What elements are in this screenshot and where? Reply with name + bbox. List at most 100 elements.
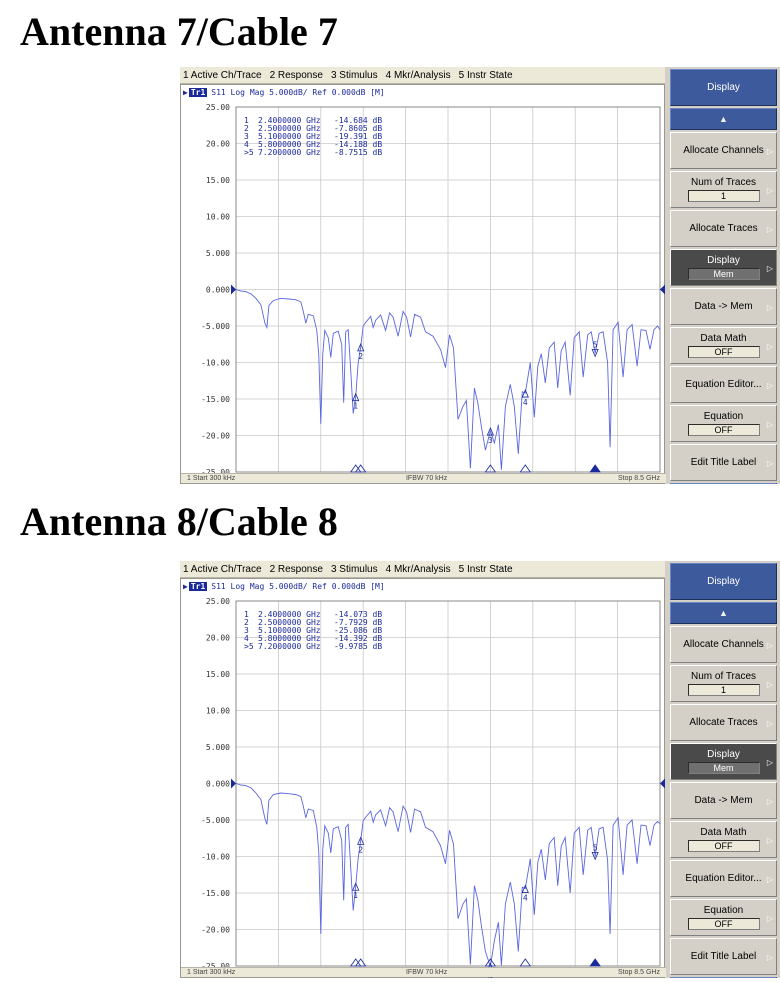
y-tick-label: 10.00 (206, 707, 230, 716)
marker-table-label: 4 (244, 634, 249, 643)
marker-point[interactable] (357, 342, 365, 352)
plot-area[interactable]: 25.00 20.00 15.00 10.00 5.000 0.000 -5.000 -10.… (180, 578, 666, 978)
marker-triangle-icon[interactable] (349, 464, 362, 473)
marker-table-label: 2 (244, 124, 249, 133)
marker-triangle-icon[interactable] (589, 958, 601, 967)
marker-triangle-icon[interactable] (354, 464, 367, 473)
softkey-value: OFF (687, 840, 760, 852)
softkey-label: Equation (703, 905, 744, 916)
chevron-right-icon: ▷ (766, 341, 773, 351)
scroll-down-icon[interactable]: ▼ (670, 483, 777, 484)
softkey-edit-title-label[interactable]: Edit Title Label ▷ (670, 938, 777, 975)
menu-active-ch-trace[interactable]: 1 Active Ch/Trace (183, 563, 262, 575)
softkey-display[interactable]: Display Mem ▷ (670, 249, 777, 286)
menu-stimulus[interactable]: 3 Stimulus (330, 563, 378, 575)
marker-table-label: 2 (244, 618, 249, 627)
chart-svg: 25.00 20.00 15.00 10.00 5.000 0.000 -5.000 -10.… (201, 103, 665, 477)
softkey-label: Edit Title Label (690, 950, 757, 962)
chevron-right-icon: ▷ (766, 419, 773, 429)
softkey-num-of-traces[interactable]: Num of Traces 1 ▷ (670, 665, 777, 702)
menu-stimulus[interactable]: 3 Stimulus (330, 69, 378, 81)
softkey-label: Num of Traces (690, 671, 757, 682)
marker-point[interactable] (357, 836, 365, 845)
softkey-num-of-traces[interactable]: Num of Traces 1 ▷ (670, 171, 777, 208)
marker-label: 3 (488, 436, 493, 445)
marker-point[interactable] (521, 389, 529, 398)
marker-table-value: -14.073 dB (334, 610, 382, 619)
marker-triangle-icon[interactable] (349, 958, 362, 967)
softkey-edit-title-label[interactable]: Edit Title Label ▷ (670, 444, 777, 481)
marker-table-freq: 7.2000000 GHz (258, 148, 321, 157)
start-freq: 1 Start 300 kHz (187, 969, 236, 976)
marker-label: 2 (358, 352, 363, 361)
softkey-value: OFF (687, 918, 760, 930)
softkey-allocate-traces[interactable]: Allocate Traces ▷ (670, 704, 777, 741)
softkey-label: Data Math (700, 333, 747, 344)
marker-point[interactable] (591, 348, 599, 358)
y-tick-label: 25.00 (206, 103, 230, 112)
menu-response[interactable]: 2 Response (269, 563, 323, 575)
menu-bar: 1 Active Ch/Trace 2 Response 3 Stimulus … (180, 67, 665, 84)
marker-triangle-icon[interactable] (519, 464, 532, 473)
chevron-right-icon: ▷ (766, 380, 773, 390)
marker-point[interactable] (352, 392, 360, 402)
marker-triangle-icon[interactable] (354, 958, 367, 967)
softkey-data-math[interactable]: Data Math OFF ▷ (670, 821, 777, 858)
chart-svg: 25.00 20.00 15.00 10.00 5.000 0.000 -5.000 -10.… (201, 597, 665, 978)
softkey-label: ▲ (719, 608, 728, 618)
y-tick-label: 0.000 (206, 286, 230, 295)
softkey-label: Display (707, 575, 740, 587)
marker-table-label: 4 (244, 140, 249, 149)
softkey-equation-editor[interactable]: Equation Editor... ▷ (670, 860, 777, 897)
marker-point[interactable] (486, 427, 495, 436)
softkey-equation[interactable]: Equation OFF ▷ (670, 899, 777, 936)
reference-left-icon (231, 778, 236, 789)
marker-point[interactable] (521, 884, 529, 893)
menu-mkr-analysis[interactable]: 4 Mkr/Analysis (385, 69, 451, 81)
scroll-up-icon[interactable]: ▲ (670, 108, 777, 130)
stop-freq: Stop 8.5 GHz (617, 475, 660, 482)
softkey-data-math[interactable]: Data Math OFF ▷ (670, 327, 777, 364)
marker-point[interactable] (352, 882, 360, 891)
marker-triangle-icon[interactable] (484, 958, 497, 967)
softkey-allocate-channels[interactable]: Allocate Channels ▷ (670, 626, 777, 663)
reference-left-icon (231, 284, 236, 295)
softkey-display[interactable]: Display (670, 69, 777, 106)
marker-triangle-icon[interactable] (589, 464, 601, 473)
menu-mkr-analysis[interactable]: 4 Mkr/Analysis (385, 563, 451, 575)
menu-instr-state[interactable]: 5 Instr State (458, 69, 513, 81)
softkey-label: Num of Traces (690, 177, 757, 188)
marker-table-value: -14.684 dB (334, 116, 382, 125)
softkey-label: Allocate Traces (689, 222, 758, 234)
y-tick-label: -5.000 (201, 322, 230, 331)
softkey-label: Display (707, 749, 740, 760)
scroll-down-icon[interactable]: ▼ (670, 977, 777, 978)
marker-triangle-icon[interactable] (519, 958, 532, 967)
y-tick-label: 20.00 (206, 140, 230, 149)
softkey-data-mem[interactable]: Data -> Mem ▷ (670, 782, 777, 819)
softkey-allocate-traces[interactable]: Allocate Traces ▷ (670, 210, 777, 247)
status-bar: 1 Start 300 kHz IFBW 70 kHz Stop 8.5 GHz (181, 967, 666, 977)
menu-response[interactable]: 2 Response (269, 69, 323, 81)
chevron-right-icon: ▷ (766, 679, 773, 689)
softkey-panel: Display ▲ Allocate Channels ▷ Num of Traces 1… (667, 561, 780, 978)
plot-area[interactable]: 25.00 20.00 15.00 10.00 5.000 0.000 -5.000 -10.… (180, 84, 666, 484)
scroll-up-icon[interactable]: ▲ (670, 602, 777, 624)
softkey-display[interactable]: Display (670, 563, 777, 600)
softkey-data-mem[interactable]: Data -> Mem ▷ (670, 288, 777, 325)
marker-triangle-icon[interactable] (484, 464, 497, 473)
y-tick-label: -15.00 (201, 889, 230, 898)
menu-instr-state[interactable]: 5 Instr State (458, 563, 513, 575)
trace-badge[interactable]: Tr1 (188, 582, 208, 591)
marker-point[interactable] (591, 851, 599, 861)
trace-line (235, 289, 661, 470)
softkey-equation[interactable]: Equation OFF ▷ (670, 405, 777, 442)
marker-table-value: -7.7929 dB (334, 618, 382, 627)
softkey-display[interactable]: Display Mem ▷ (670, 743, 777, 780)
trace-badge[interactable]: Tr1 (188, 88, 208, 97)
softkey-allocate-channels[interactable]: Allocate Channels ▷ (670, 132, 777, 169)
marker-table-value: -7.8605 dB (334, 124, 382, 133)
softkey-equation-editor[interactable]: Equation Editor... ▷ (670, 366, 777, 403)
menu-active-ch-trace[interactable]: 1 Active Ch/Trace (183, 69, 262, 81)
reference-right-icon (660, 778, 665, 789)
